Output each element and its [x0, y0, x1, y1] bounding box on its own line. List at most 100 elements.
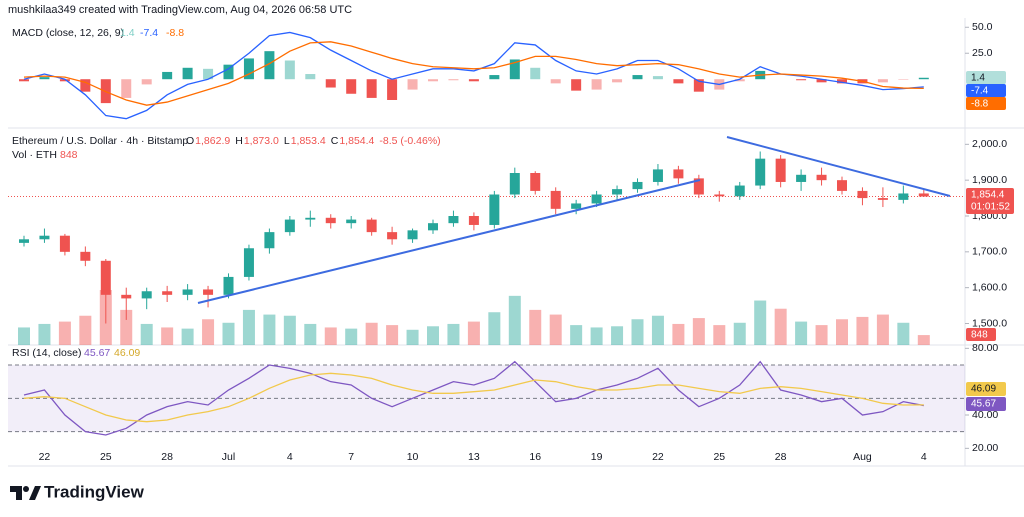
macd-line-box [966, 84, 1006, 97]
x-tick-label: 25 [713, 451, 725, 463]
macd-histogram-bar [918, 77, 929, 80]
ohlc-legend: O 1,862.9 H 1,873.0 L 1,853.4 C 1,854.4 -8.5 (-0… [186, 135, 441, 147]
volume-bar [58, 321, 71, 345]
macd-histogram-bar [59, 79, 70, 82]
volume-bar [774, 308, 787, 345]
volume-bar [529, 309, 542, 345]
macd-histogram-bar [141, 79, 152, 85]
candle-body [203, 289, 214, 295]
candle-body [693, 178, 704, 195]
x-tick-label: 10 [407, 451, 419, 463]
price-box-label: 1,854.4 [971, 190, 1005, 201]
macd-histogram-bar [550, 79, 561, 84]
candle-body [837, 180, 847, 191]
candle-body [162, 291, 173, 295]
macd-histogram-bar [652, 76, 663, 80]
macd-line [23, 31, 924, 120]
candle-body [264, 232, 275, 249]
macd-histogram-bar [387, 79, 398, 100]
candle-body [755, 158, 766, 186]
macd-histogram-bar [898, 79, 909, 80]
macd-histogram-bar [530, 67, 541, 80]
macd-histogram-bar [407, 79, 418, 90]
y-tick-label: 1,900.0 [972, 174, 1007, 186]
volume-bar [611, 326, 624, 345]
x-tick-label: 22 [39, 451, 51, 463]
macd-histogram-bar [816, 79, 827, 83]
volume-bar [304, 323, 317, 345]
rsi-ma-value: 46.09 [114, 347, 140, 359]
macd-histogram-bar [734, 79, 745, 82]
trend-line [726, 136, 951, 197]
macd-histogram-bar [612, 79, 623, 83]
candle-body [775, 158, 786, 182]
y-tick-label: 50.0 [972, 21, 993, 33]
y-tick-label: 20.00 [972, 442, 998, 454]
rsi-ma-box [966, 382, 1006, 396]
plot-area: 2,000.01,900.01,800.01,700.01,600.01,500… [8, 21, 1007, 463]
macd-histogram-bar [19, 79, 29, 82]
rsi-box [966, 397, 1006, 411]
rsi-value: 45.67 [84, 347, 110, 359]
candle-body [857, 190, 868, 199]
candle-body [448, 216, 459, 224]
volume-bar [733, 322, 746, 345]
candle-body [121, 294, 132, 299]
volume-bar [467, 321, 480, 345]
volume-bar [140, 323, 153, 345]
volume-bar [897, 322, 910, 345]
macd-histogram-bar [284, 60, 295, 80]
rsi-box-label: 45.67 [971, 399, 996, 410]
macd-histogram-bar [468, 79, 479, 82]
candle-body [80, 251, 91, 261]
x-tick-label: 28 [161, 451, 173, 463]
macd-signal-box [966, 97, 1006, 110]
macd-histogram-bar [80, 79, 91, 92]
macd-histogram-bar [305, 74, 316, 80]
volume-title: Vol · ETH [12, 149, 57, 161]
macd-title: MACD (close, 12, 26, 9) [12, 27, 124, 39]
candle-body [550, 190, 561, 209]
ohlc-value: 1,853.4 [291, 135, 326, 147]
y-tick-label: 80.00 [972, 342, 998, 354]
candle-body [407, 230, 418, 240]
macd-histogram-bar [632, 75, 643, 80]
volume-bar [386, 325, 399, 345]
candle-body [673, 169, 684, 179]
macd-histogram-bar [325, 79, 336, 88]
candle-body [19, 239, 29, 243]
candle-body [612, 189, 623, 195]
macd-signal-value: -8.8 [166, 27, 184, 39]
candle-body [877, 198, 888, 200]
change: -8.5 (-0.46%) [379, 135, 440, 147]
x-tick-label: 4 [921, 451, 927, 463]
macd-hist-box [966, 71, 1006, 84]
candle-body [366, 219, 377, 233]
volume-bar [120, 309, 133, 345]
y-tick-label: 1,500.0 [972, 317, 1007, 329]
y-tick-label: 2,000.0 [972, 138, 1007, 150]
x-tick-label: Jul [222, 451, 235, 463]
y-tick-label: 1,600.0 [972, 281, 1007, 293]
macd-histogram-bar [448, 79, 459, 81]
x-tick-label: 13 [468, 451, 480, 463]
candle-body [530, 173, 541, 191]
volume-bar [79, 315, 92, 345]
candle-body [284, 219, 295, 233]
volume-bar [427, 326, 439, 345]
ohlc-key: C [331, 135, 339, 147]
volume-bar [447, 323, 460, 345]
volume-bar [283, 315, 296, 345]
volume-bar [876, 314, 889, 345]
volume-bar [406, 329, 419, 345]
volume-bar [345, 328, 358, 345]
y-tick-label: 40.00 [972, 409, 998, 421]
rsi-line [23, 372, 924, 423]
x-tick-label: 7 [348, 451, 354, 463]
candle-body [325, 217, 336, 224]
candle-body [734, 185, 745, 197]
rsi-line [23, 360, 924, 436]
macd-histogram-bar [264, 51, 275, 80]
